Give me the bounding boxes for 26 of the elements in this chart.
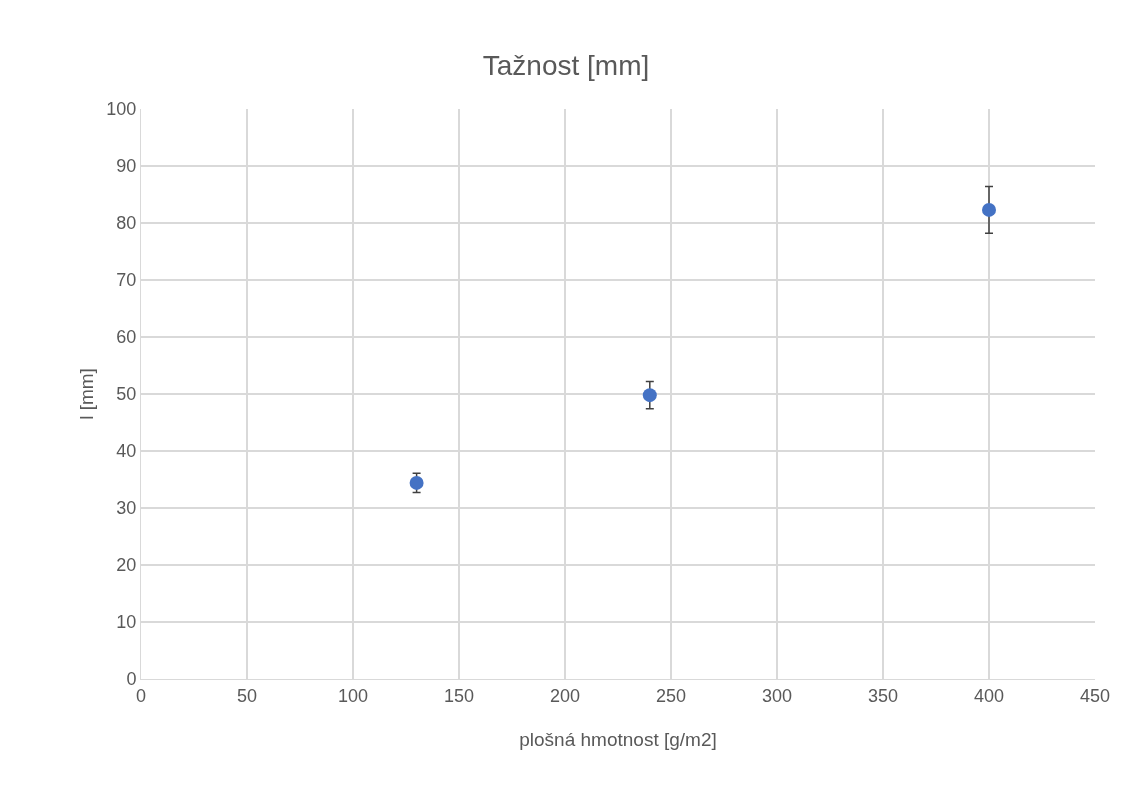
y-tick-label: 30 [116,498,137,519]
x-tick-label: 450 [1079,685,1111,706]
y-tick-label: 0 [126,669,137,690]
x-tick-label: 300 [761,685,793,706]
y-tick-label: 20 [116,555,137,576]
x-axis-title: plošná hmotnost [g/m2] [519,729,717,750]
y-tick-label: 100 [106,99,137,120]
y-tick-label: 50 [116,384,137,405]
y-tick-label: 90 [116,156,137,177]
x-tick-label: 150 [443,685,475,706]
y-tick-label: 60 [116,327,137,348]
x-tick-label: 350 [867,685,899,706]
x-tick-label: 50 [236,685,258,706]
point [409,475,424,490]
y-axis-title: l [mm] [76,368,97,420]
y-tick-label: 10 [116,612,137,633]
x-tick-label: 100 [337,685,369,706]
y-tick-label: 40 [116,441,137,462]
x-tick-label: 200 [549,685,581,706]
point [982,202,996,217]
x-tick-label: 250 [655,685,687,706]
point [642,388,657,403]
y-tick-label: 80 [116,213,137,234]
chart-title: Tažnost [mm] [482,49,650,81]
x-tick-label: 400 [973,685,1005,706]
y-tick-label: 70 [116,270,137,291]
